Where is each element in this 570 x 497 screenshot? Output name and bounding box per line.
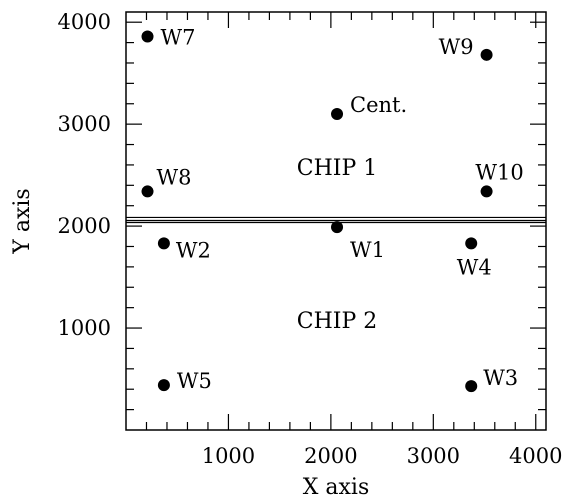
x-axis-label: X axis bbox=[303, 475, 370, 497]
point-label-w8: W8 bbox=[157, 165, 192, 189]
point-label-w7: W7 bbox=[161, 25, 196, 49]
y-tick-label: 3000 bbox=[58, 112, 111, 136]
region-label-chip-2: CHIP 2 bbox=[297, 309, 378, 334]
axis-ticks: 1000 2000 3000 4000 1000 2000 3000 4000 bbox=[58, 10, 563, 468]
point-labels: W7 W9 Cent. W8 W10 W1 W2 W4 W5 W3 bbox=[157, 25, 524, 393]
x-tick-label: 3000 bbox=[407, 444, 460, 468]
y-tick-label: 1000 bbox=[58, 316, 111, 340]
point-label-w2: W2 bbox=[176, 238, 211, 262]
y-tick-label: 4000 bbox=[58, 10, 111, 34]
point-label-w5: W5 bbox=[177, 369, 212, 393]
data-point-w1 bbox=[331, 221, 344, 234]
point-label-w1: W1 bbox=[350, 238, 385, 262]
data-point-w9 bbox=[480, 48, 493, 61]
x-tick-label: 2000 bbox=[304, 444, 357, 468]
point-label-w3: W3 bbox=[483, 366, 518, 390]
region-label-chip-1: CHIP 1 bbox=[297, 156, 378, 181]
data-point-w5 bbox=[157, 379, 170, 392]
x-tick-label: 4000 bbox=[509, 444, 562, 468]
data-point-w10 bbox=[480, 185, 493, 198]
data-point-w2 bbox=[157, 237, 170, 250]
data-points bbox=[141, 30, 493, 393]
data-point-w4 bbox=[465, 237, 478, 250]
y-tick-label: 2000 bbox=[58, 214, 111, 238]
point-label-w9: W9 bbox=[439, 35, 474, 59]
data-point-w7 bbox=[141, 30, 154, 43]
data-point-w3 bbox=[465, 380, 478, 393]
point-label-w4: W4 bbox=[457, 255, 492, 279]
point-label-cent: Cent. bbox=[350, 93, 407, 117]
y-axis-label: Y axis bbox=[10, 188, 35, 254]
x-tick-label: 1000 bbox=[202, 444, 255, 468]
data-point-w8 bbox=[141, 185, 154, 198]
point-label-w10: W10 bbox=[475, 160, 523, 184]
data-point-cent bbox=[331, 107, 344, 120]
